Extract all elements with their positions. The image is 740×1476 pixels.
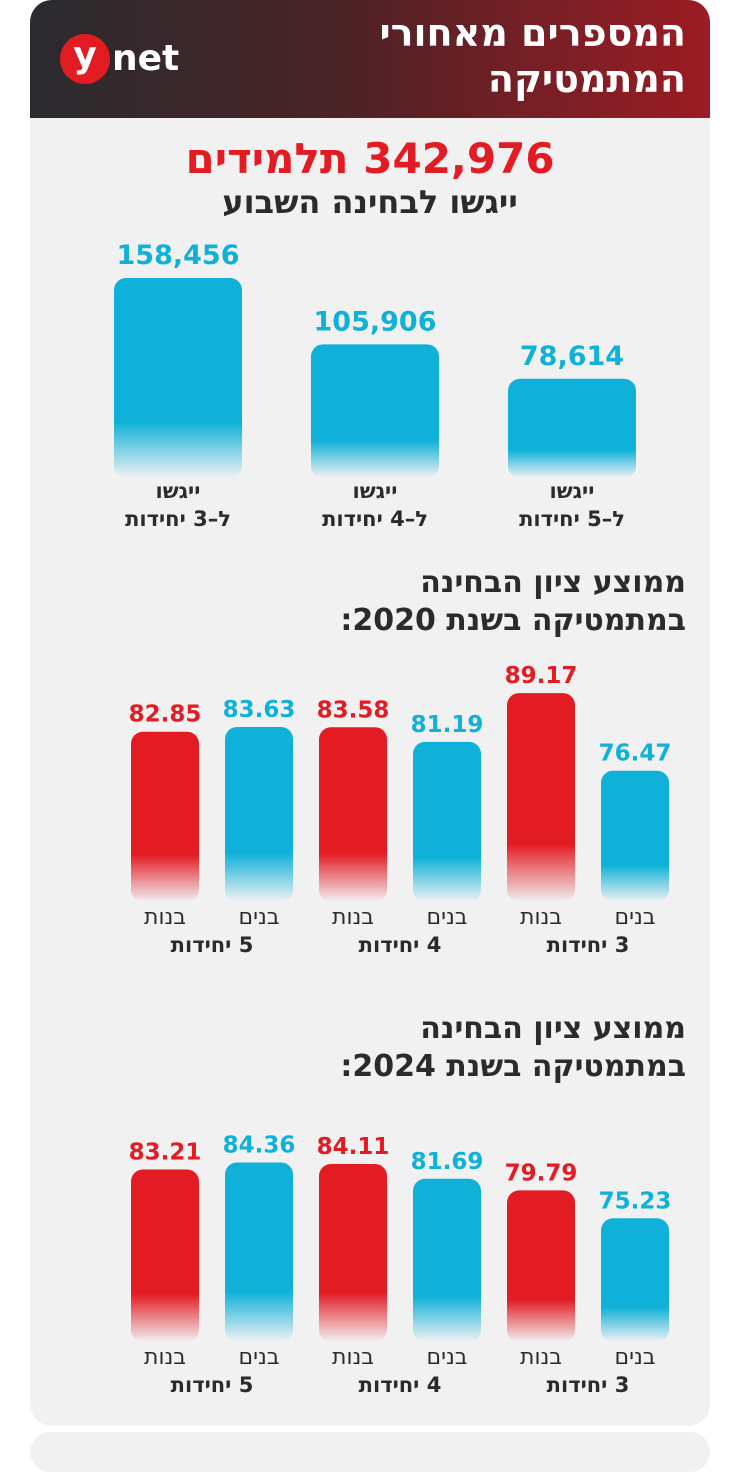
score-2020-series-label: בנות (520, 905, 562, 930)
score-2020-bar (601, 770, 669, 902)
score-2024-value-label: 83.21 (129, 1140, 202, 1166)
total-headline: 342,976 תלמידים (30, 132, 710, 186)
score-2020-value-label: 83.63 (223, 697, 296, 723)
registration-bar (311, 344, 439, 478)
score-2020-series-label: בנים (614, 905, 655, 930)
header-bar: המספרים מאחורי המתמטיקה y net (30, 0, 710, 118)
registration-category-prefix: ייגשו (353, 479, 398, 503)
score-2020-bar (131, 731, 199, 902)
logo-word: net (112, 38, 180, 79)
score-2024-value-label: 84.36 (223, 1132, 296, 1158)
logo-circle: y (60, 34, 110, 84)
score-2024-value-label: 81.69 (411, 1149, 484, 1175)
score-2020-value-label: 82.85 (129, 702, 202, 728)
section-title-2020-line-1: ממוצע ציון הבחינה (420, 565, 686, 600)
registration-value-label: 78,614 (520, 341, 624, 372)
total-number: 342,976 (363, 134, 555, 183)
section-title-2024: ממוצע ציון הבחינה במתמטיקה בשנת 2024: (86, 1010, 686, 1086)
score-2020-series-label: בנים (426, 905, 467, 930)
registration-value-label: 105,906 (314, 306, 437, 337)
score-2020-category-label: 4 יחידות (359, 933, 442, 957)
registration-category-label: ל–3 יחידות (125, 507, 231, 531)
score-2020-category-label: 3 יחידות (547, 933, 630, 957)
score-2024-bar (507, 1190, 575, 1342)
score-2024-series-label: בנות (332, 1345, 374, 1370)
score-2020-category-label: 5 יחידות (171, 933, 254, 957)
registrations-chart: 78,614 ייגשו ל–5 יחידות 105,906 ייגשו ל–4 יחי… (114, 240, 636, 531)
score-2024-bar (319, 1164, 387, 1342)
total-subtitle: ייגשו לבחינה השבוע (222, 183, 518, 221)
score-2020-value-label: 81.19 (411, 712, 484, 738)
score-2024-category-label: 3 יחידות (547, 1373, 630, 1397)
registration-value-label: 158,456 (117, 240, 240, 271)
score-2024-value-label: 75.23 (599, 1188, 672, 1214)
registration-bar (508, 378, 636, 478)
score-2020-value-label: 76.47 (599, 741, 672, 767)
ynet-logo: y net (60, 32, 179, 86)
score-2020-bar (319, 727, 387, 902)
infographic-card: המספרים מאחורי המתמטיקה y net 342,976 תל… (30, 0, 710, 1426)
section-title-2024-line-2: במתמטיקה בשנת 2024: (340, 1049, 686, 1084)
score-2024-category-label: 4 יחידות (359, 1373, 442, 1397)
section-title-2024-line-1: ממוצע ציון הבחינה (420, 1011, 686, 1046)
registration-bar (114, 278, 242, 478)
total-word: תלמידים (185, 134, 349, 183)
registration-category-label: ל–5 יחידות (519, 507, 625, 531)
header-title: המספרים מאחורי המתמטיקה (166, 10, 686, 102)
score-2020-bar (225, 726, 293, 902)
score-2024-series-label: בנים (238, 1345, 279, 1370)
scores-2024-chart: 75.23 בנים 79.79 בנות 3 יחידות 81.69 בנים 84.11… (129, 1132, 672, 1397)
score-2020-bar (413, 741, 481, 902)
section-title-2020-line-2: במתמטיקה בשנת 2020: (340, 603, 686, 638)
score-2024-bar (413, 1178, 481, 1342)
score-2024-series-label: בנות (520, 1345, 562, 1370)
score-2024-bar (601, 1218, 669, 1342)
registration-category-prefix: ייגשו (550, 479, 595, 503)
score-2024-series-label: בנים (614, 1345, 655, 1370)
score-2024-bar (131, 1169, 199, 1342)
score-2024-value-label: 79.79 (505, 1160, 578, 1186)
score-2024-bar (225, 1162, 293, 1342)
registration-category-label: ל–4 יחידות (322, 507, 428, 531)
score-2020-value-label: 89.17 (505, 663, 578, 689)
registration-category-prefix: ייגשו (156, 479, 201, 503)
score-2020-series-label: בנות (332, 905, 374, 930)
scores-2020-chart: 76.47 בנים 89.17 בנות 3 יחידות 81.19 בנים 83.58… (129, 663, 672, 957)
score-2024-series-label: בנות (144, 1345, 186, 1370)
bottom-strip (30, 1432, 710, 1472)
header-title-line-2: המתמטיקה (487, 57, 686, 101)
score-2020-value-label: 83.58 (317, 697, 390, 723)
header-title-line-1: המספרים מאחורי (379, 11, 686, 55)
score-2020-series-label: בנות (144, 905, 186, 930)
section-title-2020: ממוצע ציון הבחינה במתמטיקה בשנת 2020: (86, 564, 686, 640)
score-2024-category-label: 5 יחידות (171, 1373, 254, 1397)
score-2020-bar (507, 693, 575, 902)
score-2024-value-label: 84.11 (317, 1134, 390, 1160)
score-2020-series-label: בנים (238, 905, 279, 930)
score-2024-series-label: בנים (426, 1345, 467, 1370)
